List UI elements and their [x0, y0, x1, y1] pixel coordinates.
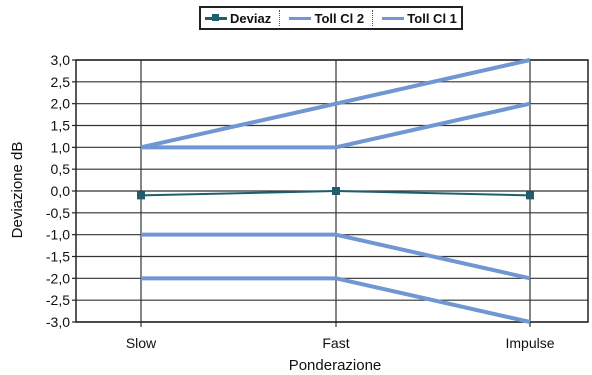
chart-legend: Deviaz Toll Cl 2 Toll Cl 1 — [199, 6, 463, 30]
x-tick-label: Impulse — [505, 335, 554, 351]
series-line-toll-cl-1 — [141, 101, 531, 150]
legend-label-toll-cl-1: Toll Cl 1 — [407, 10, 457, 26]
legend-item-toll-cl-2: Toll Cl 2 — [289, 11, 364, 26]
x-tick-label: Slow — [126, 335, 157, 351]
y-tick-labels: 3,0 2,5 2,0 1,5 1,0 0,5 0,0 -0,5 -1,0 -1,5 -2,0 -2,… — [46, 52, 70, 330]
y-tick-label: 2,5 — [51, 74, 71, 90]
plot-area-frame — [75, 59, 589, 323]
series-line-toll-cl-1 — [141, 232, 531, 281]
y-tick-label: 0,5 — [51, 161, 71, 177]
x-tick-label: Fast — [322, 335, 349, 351]
y-tick-label: -1,0 — [46, 227, 70, 243]
x-tick-labels: Slow Fast Impulse — [126, 335, 555, 351]
legend-swatch-toll-cl-2 — [289, 13, 312, 23]
y-tick-label: -0,5 — [46, 205, 70, 221]
legend-label-toll-cl-2: Toll Cl 2 — [314, 10, 365, 26]
legend-swatch-deviaz — [205, 13, 228, 23]
y-axis-title: Deviazione dB — [9, 142, 26, 239]
y-tick-label: 2,0 — [51, 96, 71, 112]
x-axis-title: Ponderazione — [289, 357, 382, 374]
series-line-toll-cl-2 — [140, 58, 531, 150]
y-tick-label: -2,0 — [46, 270, 70, 286]
y-tick-label: 1,5 — [51, 118, 71, 134]
data-point-deviaz — [332, 187, 340, 195]
y-tick-label: 0,0 — [51, 183, 71, 199]
y-tick-label: 3,0 — [51, 52, 71, 68]
legend-item-toll-cl-1: Toll Cl 1 — [382, 11, 457, 26]
y-tick-label: -3,0 — [46, 314, 70, 330]
y-tick-label: -1,5 — [46, 249, 70, 265]
legend-separator — [372, 10, 374, 26]
y-tick-label: -2,5 — [46, 292, 70, 308]
legend-swatch-toll-cl-1 — [382, 13, 405, 23]
series-layer — [137, 58, 534, 324]
y-tick-label: 1,0 — [51, 139, 71, 155]
legend-label-deviaz: Deviaz — [230, 10, 272, 26]
series-line-toll-cl-2 — [141, 276, 531, 324]
grid-layer — [72, 59, 588, 327]
legend-separator — [279, 10, 281, 26]
legend-item-deviaz: Deviaz — [205, 11, 271, 26]
data-point-deviaz — [526, 191, 534, 200]
data-point-deviaz — [137, 191, 145, 200]
